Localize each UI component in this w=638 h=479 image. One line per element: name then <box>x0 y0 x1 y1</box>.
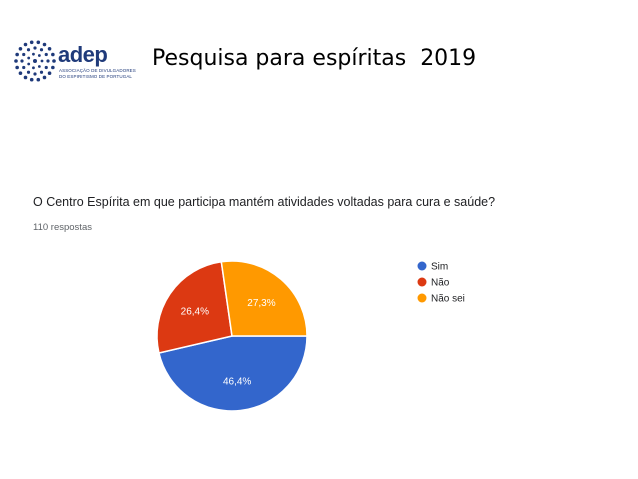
pie-slice-no <box>156 260 233 354</box>
legend-label: Sim <box>431 262 448 273</box>
slice-data-label: 46,4% <box>223 377 251 388</box>
logo-subtitle-line1: ASSOCIAÇÃO DE DIVULGADORES <box>59 68 136 73</box>
legend-label: Não sei <box>431 294 465 305</box>
legend-swatch <box>417 277 427 287</box>
pie-slice-sim <box>158 335 308 412</box>
legend-swatch <box>417 293 427 303</box>
adep-logo: adep ASSOCIAÇÃO DE DIVULGADORES DO ESPIR… <box>14 38 136 84</box>
slide-title: Pesquisa para espíritas 2019 <box>152 46 477 71</box>
chart-subtitle: 110 respostas <box>33 222 92 233</box>
logo-subtitle-line2: DO ESPIRITISMO DE PORTUGAL <box>59 74 133 79</box>
slice-data-label: 26,4% <box>181 307 209 318</box>
legend-swatch <box>417 261 427 271</box>
logo-word: adep <box>58 42 108 67</box>
slice-data-label: 27,3% <box>247 298 275 309</box>
chart-title: O Centro Espírita em que participa manté… <box>33 195 496 209</box>
pie-slice-no-sei <box>220 260 308 337</box>
legend-label: Não <box>431 278 450 289</box>
logo-dot-ring-icon <box>14 40 56 82</box>
